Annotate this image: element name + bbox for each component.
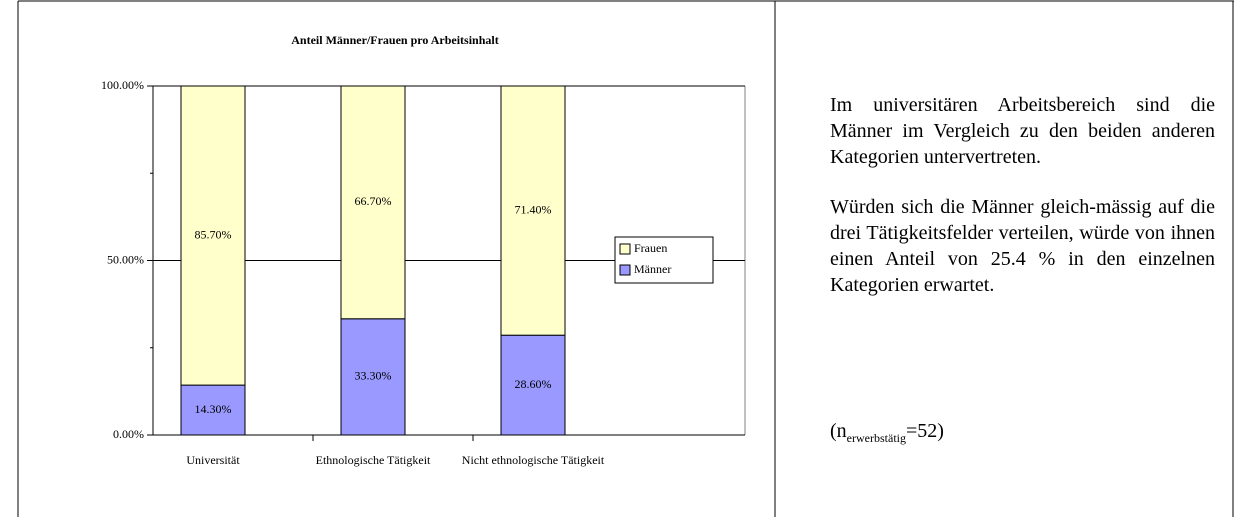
y-tick-label: 50.00% [107, 252, 144, 266]
bar-segment [340, 318, 406, 436]
legend-box [614, 236, 714, 284]
x-tick-label: Nicht ethnologische Tätigkeit [461, 453, 605, 467]
x-tick-label: Ethnologische Tätigkeit [315, 453, 431, 467]
x-tick-label: Universität [186, 453, 240, 467]
note-sub: erwerbstätig [846, 431, 906, 445]
y-tick-label: 100.00% [101, 78, 144, 92]
data-label: 28.60% [515, 377, 552, 391]
y-tick-label: 0.00% [113, 427, 144, 441]
paragraph: Würden sich die Männer gleich-mässig auf… [830, 196, 1215, 296]
note-text: =52) [905, 420, 944, 442]
data-label: 71.40% [515, 202, 552, 216]
bar-segment [500, 334, 566, 436]
note-text: (n [830, 420, 847, 442]
data-label: 85.70% [195, 227, 232, 241]
legend-swatch [619, 264, 631, 276]
bar-segment [180, 85, 246, 386]
bar-segment [180, 384, 246, 436]
paragraph: Im universitären Arbeitsbereich sind die… [830, 94, 1215, 168]
bar-segment [340, 85, 406, 320]
legend-swatch [619, 243, 631, 255]
bar-segment [500, 85, 566, 336]
data-label: 14.30% [195, 402, 232, 416]
data-label: 66.70% [355, 194, 392, 208]
chart-title: Anteil Männer/Frauen pro Arbeitsinhalt [291, 33, 498, 47]
legend-label: Frauen [634, 241, 667, 255]
text-block: Im universitären Arbeitsbereich sind die… [830, 92, 1215, 322]
note: (nerwerbstätig=52) [830, 420, 944, 446]
data-label: 33.30% [355, 369, 392, 383]
legend-label: Männer [634, 262, 671, 276]
